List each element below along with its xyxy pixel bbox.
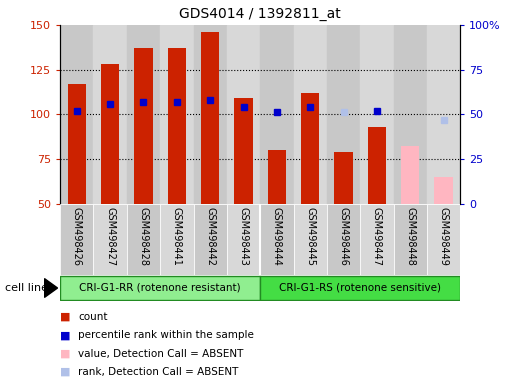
Bar: [327, 204, 360, 275]
Text: ■: ■: [60, 349, 71, 359]
Bar: [435, 177, 453, 204]
Bar: [260, 25, 293, 204]
Text: GSM498426: GSM498426: [72, 207, 82, 266]
Bar: [301, 93, 320, 204]
Bar: [127, 204, 160, 275]
Bar: [201, 32, 219, 204]
Text: percentile rank within the sample: percentile rank within the sample: [78, 330, 254, 340]
Title: GDS4014 / 1392811_at: GDS4014 / 1392811_at: [179, 7, 341, 21]
Text: GSM498441: GSM498441: [172, 207, 182, 266]
Text: value, Detection Call = ABSENT: value, Detection Call = ABSENT: [78, 349, 244, 359]
Text: ■: ■: [60, 330, 71, 340]
Text: GSM498446: GSM498446: [338, 207, 348, 266]
Bar: [293, 204, 327, 275]
Polygon shape: [44, 279, 58, 297]
Text: ■: ■: [60, 367, 71, 377]
Bar: [427, 25, 460, 204]
Bar: [234, 98, 253, 204]
Bar: [293, 25, 327, 204]
Bar: [360, 204, 393, 275]
Bar: [427, 204, 460, 275]
Bar: [194, 25, 227, 204]
Text: cell line: cell line: [5, 283, 48, 293]
Bar: [360, 25, 393, 204]
Bar: [260, 204, 293, 275]
Bar: [60, 204, 94, 275]
Bar: [227, 25, 260, 204]
Bar: [401, 146, 419, 204]
Text: GSM498448: GSM498448: [405, 207, 415, 266]
Bar: [227, 204, 260, 275]
Bar: [394, 25, 427, 204]
Bar: [168, 48, 186, 204]
Bar: [160, 204, 194, 275]
Bar: [260, 276, 460, 300]
Bar: [160, 25, 194, 204]
Text: GSM498427: GSM498427: [105, 207, 115, 266]
Text: ■: ■: [60, 312, 71, 322]
Text: GSM498444: GSM498444: [272, 207, 282, 266]
Bar: [194, 204, 227, 275]
Bar: [60, 25, 94, 204]
Bar: [327, 25, 360, 204]
Text: GSM498428: GSM498428: [139, 207, 149, 266]
Bar: [134, 48, 153, 204]
Text: GSM498449: GSM498449: [439, 207, 449, 266]
Text: count: count: [78, 312, 108, 322]
Bar: [394, 204, 427, 275]
Bar: [268, 150, 286, 204]
Text: rank, Detection Call = ABSENT: rank, Detection Call = ABSENT: [78, 367, 239, 377]
Text: GSM498445: GSM498445: [305, 207, 315, 266]
Bar: [94, 204, 127, 275]
Bar: [67, 84, 86, 204]
Text: GSM498447: GSM498447: [372, 207, 382, 266]
Text: GSM498442: GSM498442: [205, 207, 215, 266]
Bar: [94, 25, 127, 204]
Bar: [127, 25, 160, 204]
Text: CRI-G1-RS (rotenone sensitive): CRI-G1-RS (rotenone sensitive): [279, 283, 441, 293]
Bar: [101, 64, 119, 204]
Bar: [368, 127, 386, 204]
Text: CRI-G1-RR (rotenone resistant): CRI-G1-RR (rotenone resistant): [79, 283, 241, 293]
Bar: [60, 276, 260, 300]
Bar: [334, 152, 353, 204]
Text: GSM498443: GSM498443: [238, 207, 248, 266]
